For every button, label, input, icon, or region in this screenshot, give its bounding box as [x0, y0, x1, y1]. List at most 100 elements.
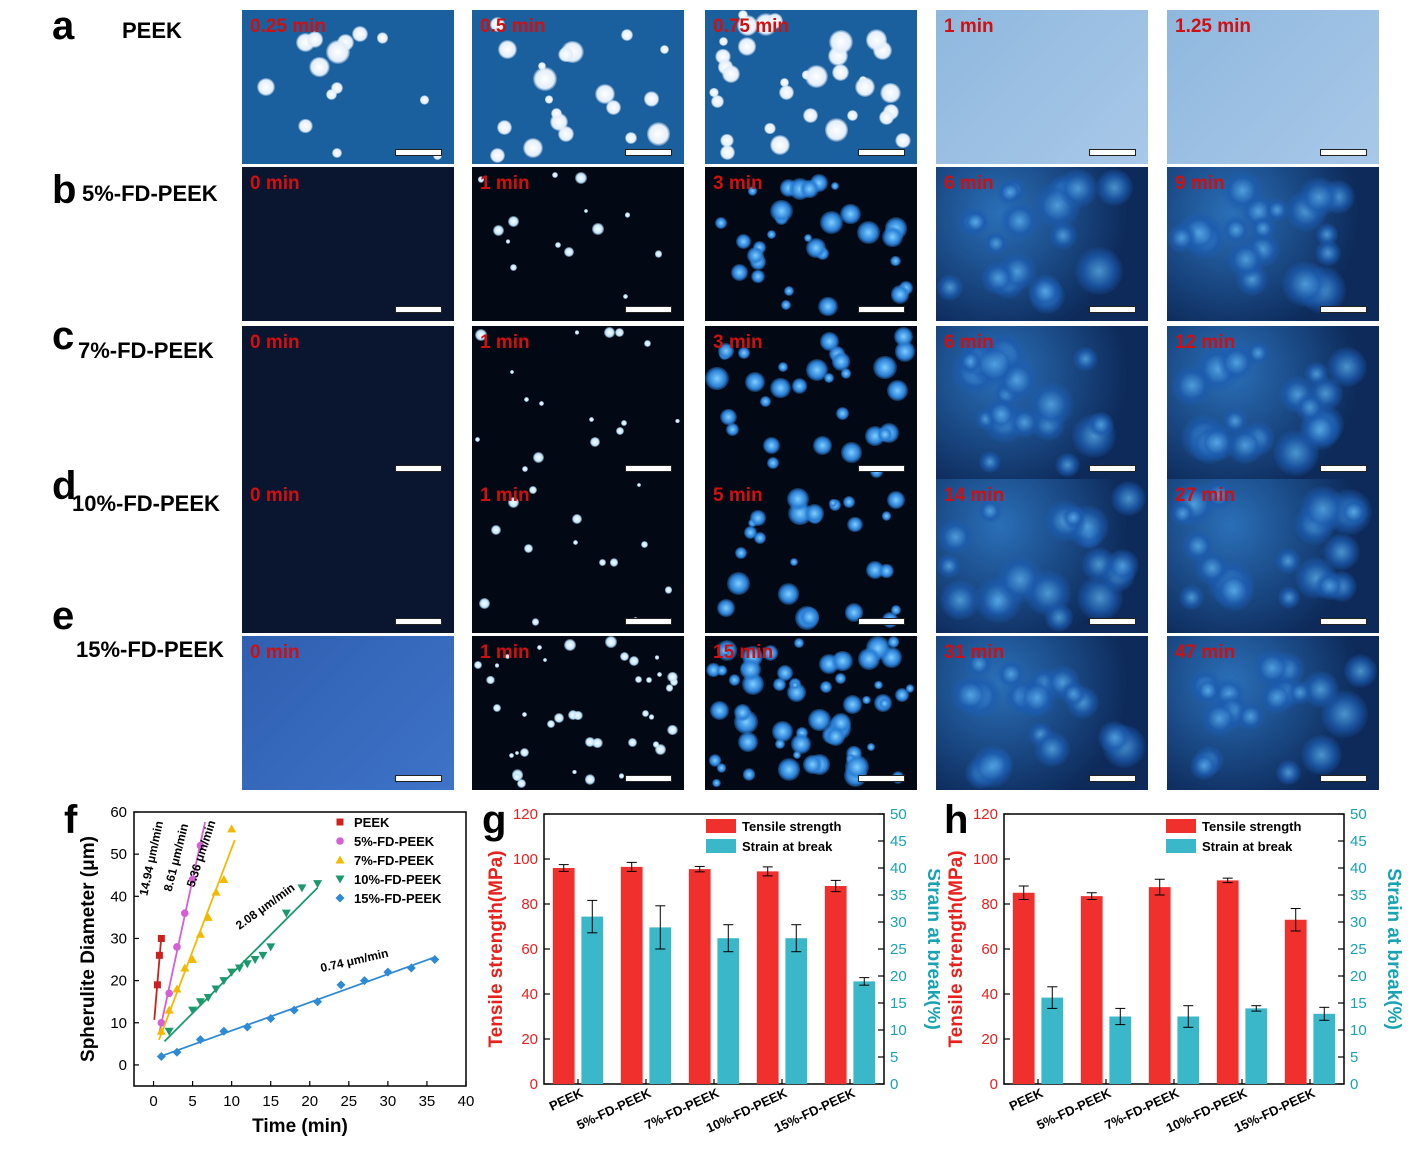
right-y-tick-label: 10: [1350, 1022, 1367, 1039]
scale-bar: [1089, 465, 1136, 472]
micrograph-r2-c5: 9 min: [1167, 167, 1379, 321]
right-y-tick-label: 30: [890, 914, 907, 931]
micrograph-r5-c4: 31 min: [936, 636, 1148, 790]
data-point: [211, 887, 221, 896]
right-y-tick-label: 20: [890, 968, 907, 985]
time-label: 0.75 min: [713, 16, 790, 37]
rate-label: 2.08 μm/min: [233, 880, 297, 932]
legend-label: PEEK: [354, 815, 390, 830]
legend-label: 5%-FD-PEEK: [354, 834, 435, 849]
data-point: [188, 875, 197, 884]
scale-bar: [1089, 775, 1136, 782]
right-y-tick-label: 35: [1350, 887, 1367, 904]
scale-bar: [858, 775, 905, 782]
bar-tensile-strength: [756, 871, 779, 1084]
row-label-7pct: 7%-FD-PEEK: [78, 338, 214, 363]
time-label: 5 min: [713, 485, 763, 506]
crystal-texture: [936, 636, 1148, 790]
scale-bar: [1320, 465, 1367, 472]
bar-tensile-strength: [824, 886, 847, 1084]
bar-tensile-strength: [552, 868, 575, 1084]
bar-tensile-strength: [688, 869, 711, 1084]
data-point: [211, 985, 221, 994]
crystal-texture: [936, 326, 1148, 480]
data-point: [359, 976, 369, 986]
right-y-tick-label: 5: [890, 1049, 898, 1066]
crystal-texture: [472, 167, 684, 321]
left-y-tick-label: 120: [513, 806, 538, 823]
x-category-label: PEEK: [547, 1085, 586, 1114]
row-label-15pct: 15%-FD-PEEK: [76, 637, 224, 662]
crystal-texture: [936, 167, 1148, 321]
micrograph-r2-c2: 1 min: [472, 167, 684, 321]
data-point: [289, 1005, 299, 1015]
data-point: [281, 909, 291, 918]
data-point: [242, 960, 252, 969]
plot-frame: [133, 811, 467, 1087]
time-label: 1.25 min: [1175, 16, 1252, 37]
micrograph-r5-c1: 0 min: [242, 636, 454, 790]
y-tick-label: 50: [110, 846, 127, 863]
time-label: 1 min: [480, 173, 530, 194]
left-y-tick-label: 120: [973, 806, 998, 823]
legend-marker: [335, 855, 345, 864]
scale-bar: [1320, 618, 1367, 625]
micrograph-r3-c4: 6 min: [936, 326, 1148, 480]
data-point: [195, 1035, 205, 1045]
data-point: [219, 1026, 229, 1036]
right-y-tick-label: 25: [1350, 941, 1367, 958]
data-point: [258, 951, 268, 960]
data-point: [430, 955, 440, 965]
fit-line-2: [158, 839, 236, 1041]
micrograph-r4-c3: 5 min: [705, 479, 917, 633]
time-label: 9 min: [1175, 173, 1225, 194]
bar-tensile-strength: [1284, 919, 1307, 1084]
data-point: [203, 912, 213, 921]
x-tick-label: 25: [340, 1093, 357, 1110]
x-category-label: 5%-FD-PEEK: [574, 1085, 654, 1133]
legend-label: 10%-FD-PEEK: [354, 872, 442, 887]
data-point: [165, 989, 173, 998]
fit-line-1: [158, 821, 206, 1035]
data-point: [157, 934, 165, 942]
right-y-tick-label: 45: [890, 833, 907, 850]
legend-swatch: [1166, 819, 1196, 833]
data-point: [173, 943, 181, 951]
data-point: [336, 980, 346, 990]
bar-strain-at-break: [1177, 1016, 1200, 1084]
x-tick-label: 15: [262, 1093, 279, 1110]
bar-tensile-strength: [1216, 880, 1239, 1084]
right-y-tick-label: 15: [1350, 995, 1367, 1012]
data-point: [313, 880, 323, 889]
data-point: [266, 1014, 276, 1024]
time-label: 0.5 min: [480, 16, 546, 37]
right-y-tick-label: 10: [890, 1022, 907, 1039]
micrograph-r5-c2: 1 min: [472, 636, 684, 790]
chart-g-mechanical: 0 20 40 60 80 100 120 0 5 10 15 20 25 30 35 40 45 50 Tensi…: [486, 806, 940, 1136]
scale-bar: [395, 775, 442, 782]
bar-strain-at-break: [785, 938, 808, 1084]
left-y-tick-label: 20: [521, 1031, 538, 1048]
crystal-texture: [1167, 636, 1379, 790]
right-y-tick-label: 5: [1350, 1049, 1358, 1066]
scale-bar: [395, 306, 442, 313]
time-label: 1 min: [480, 332, 530, 353]
rate-label: 0.74 μm/min: [319, 946, 390, 975]
crystal-texture: [1167, 326, 1379, 480]
data-point: [157, 1018, 166, 1027]
chart-f-growth: 0 5 10 15 20 25 30 35 40 0 10 20 30 40 50 60 Time (min) S…: [78, 804, 474, 1137]
right-y-tick-label: 0: [1350, 1076, 1358, 1093]
time-label: 0.25 min: [250, 16, 327, 37]
micrograph-r5-c5: 47 min: [1167, 636, 1379, 790]
time-label: 47 min: [1175, 642, 1236, 663]
micrograph-r4-c1: 0 min: [242, 479, 454, 633]
y-tick-label: 40: [110, 888, 127, 905]
crystal-texture: [705, 479, 917, 633]
x-tick-label: 10: [223, 1093, 240, 1110]
crystal-texture: [1167, 167, 1379, 321]
x-category-label: 5%-FD-PEEK: [1034, 1085, 1114, 1133]
data-point: [155, 951, 163, 959]
chart-h-mechanical: 0 20 40 60 80 100 120 0 5 10 15 20 25 30 35 40 45 50 Tensi…: [946, 806, 1404, 1136]
scale-bar: [625, 775, 672, 782]
time-label: 0 min: [250, 642, 300, 663]
